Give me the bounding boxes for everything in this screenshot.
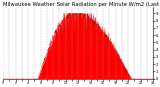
Text: Milwaukee Weather Solar Radiation per Minute W/m2 (Last 24 Hours): Milwaukee Weather Solar Radiation per Mi… <box>3 2 160 7</box>
